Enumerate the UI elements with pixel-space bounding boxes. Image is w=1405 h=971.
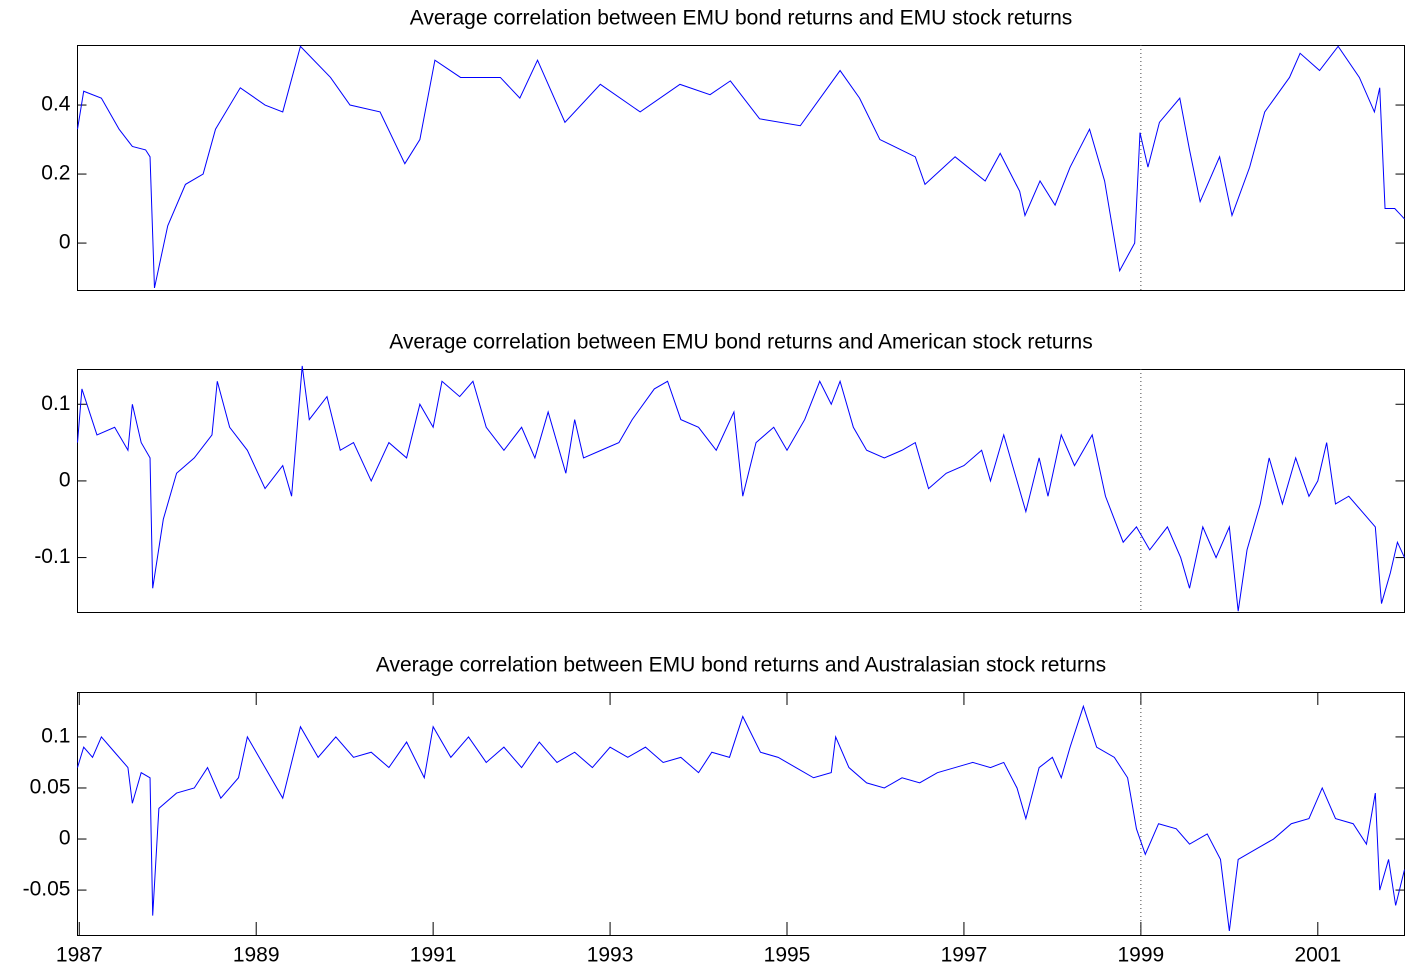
y-tick-label: 0.1 (41, 392, 70, 415)
y-tick-label: -0.05 (23, 878, 71, 901)
x-tick-label: 1987 (56, 944, 103, 967)
y-tick-label: 0 (59, 231, 71, 254)
axes-box (77, 369, 1405, 613)
y-tick-label: 0 (59, 468, 71, 491)
y-tick-label: -0.1 (34, 545, 70, 568)
x-tick-label: 1995 (764, 944, 811, 967)
axes-box (77, 45, 1405, 291)
x-tick-label: 1999 (1118, 944, 1165, 967)
y-tick-label: 0.4 (41, 93, 71, 116)
axes-box (77, 692, 1405, 936)
y-tick-label: 0.2 (41, 162, 70, 185)
chart-title: Average correlation between EMU bond ret… (376, 654, 1106, 677)
data-line (77, 704, 1405, 931)
data-line (77, 45, 1405, 289)
y-tick-label: 0 (59, 827, 71, 850)
y-tick-label: 0.05 (30, 776, 71, 799)
x-tick-label: 1993 (587, 944, 634, 967)
x-tick-label: 1997 (941, 944, 988, 967)
chart-title: Average correlation between EMU bond ret… (410, 7, 1073, 30)
x-tick-label: 1991 (410, 944, 457, 967)
y-tick-label: 0.1 (41, 724, 70, 747)
data-line (77, 365, 1405, 612)
chart-title: Average correlation between EMU bond ret… (389, 331, 1092, 354)
x-tick-label: 2001 (1294, 944, 1341, 967)
x-tick-label: 1989 (233, 944, 280, 967)
